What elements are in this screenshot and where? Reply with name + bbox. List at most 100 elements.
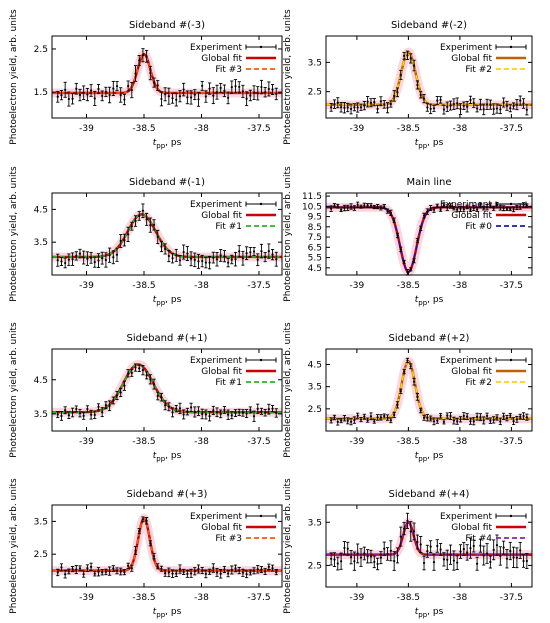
data-point (521, 554, 526, 568)
data-marker (359, 106, 363, 109)
chart-panel-3: Sideband #(-1) -39 -38.5 -38 -37.5 3.5 4.5 tpp,… (9, 166, 286, 307)
data-point (67, 411, 71, 419)
legend-label: Global fit (201, 367, 242, 377)
data-marker (396, 91, 399, 94)
data-point (248, 89, 252, 102)
data-marker (389, 549, 392, 552)
data-point (200, 80, 204, 91)
data-marker (171, 257, 174, 260)
data-point (167, 249, 171, 263)
chart-panel-5: Sideband #(+1) -39 -38.5 -38 -37.5 3.5 4.5 tpp,… (9, 322, 286, 463)
data-point (263, 408, 267, 417)
data-point (455, 97, 459, 110)
data-marker (215, 91, 219, 94)
data-point (70, 252, 75, 266)
data-marker (201, 84, 204, 88)
data-point (492, 205, 496, 211)
x-tick-label: -37.5 (247, 593, 270, 603)
data-marker (349, 205, 353, 208)
data-point (107, 247, 112, 263)
data-marker (56, 413, 59, 416)
data-marker (412, 64, 416, 67)
data-point (409, 267, 413, 272)
data-marker (442, 108, 446, 111)
data-marker (160, 245, 163, 248)
data-point (422, 555, 426, 571)
x-tick-label: -38.5 (132, 124, 155, 134)
data-marker (432, 420, 436, 423)
data-point (230, 565, 234, 575)
data-marker (219, 86, 222, 90)
data-marker (396, 403, 399, 406)
data-point (342, 204, 347, 212)
data-point (452, 550, 456, 571)
data-point (67, 253, 71, 266)
data-marker (515, 418, 518, 421)
data-marker (227, 261, 230, 264)
data-point (78, 565, 82, 572)
data-point (204, 256, 208, 269)
data-point (196, 91, 201, 107)
data-point (133, 65, 138, 82)
data-marker (343, 417, 346, 420)
data-point (419, 225, 423, 231)
data-point (475, 412, 479, 421)
legend-swatch-marker (259, 202, 263, 206)
data-point (137, 211, 141, 221)
data-marker (227, 572, 230, 575)
data-marker (156, 565, 159, 568)
data-marker (223, 89, 226, 92)
data-point (488, 417, 492, 424)
data-point (207, 411, 212, 422)
data-point (156, 229, 160, 245)
data-point (122, 93, 127, 106)
data-point (395, 87, 400, 98)
data-marker (234, 85, 237, 88)
data-marker (67, 258, 70, 261)
data-point (130, 564, 134, 572)
data-marker (189, 572, 193, 575)
data-marker (75, 407, 78, 411)
data-point (356, 201, 360, 209)
data-point (415, 80, 419, 90)
y-axis-label: Photoelectron yield, arb. units (9, 322, 19, 458)
data-marker (502, 546, 505, 549)
data-point (379, 205, 383, 211)
data-point (93, 256, 97, 268)
data-marker (197, 260, 200, 263)
data-marker (119, 93, 122, 97)
data-marker (256, 407, 259, 410)
data-marker (175, 254, 178, 257)
x-tick-label: -38 (194, 593, 209, 603)
data-point (74, 405, 78, 413)
data-marker (492, 548, 495, 551)
data-marker (403, 54, 406, 58)
data-point (409, 53, 413, 64)
data-point (78, 248, 82, 259)
data-point (329, 103, 333, 112)
data-marker (340, 419, 343, 422)
data-marker (149, 224, 152, 227)
data-point (70, 93, 75, 105)
data-marker (436, 204, 439, 208)
data-marker (439, 208, 442, 211)
data-marker (399, 248, 402, 251)
data-marker (267, 408, 270, 411)
data-point (472, 417, 476, 426)
data-marker (509, 414, 512, 417)
data-marker (112, 256, 115, 259)
data-marker (89, 565, 93, 568)
data-marker (175, 572, 178, 575)
data-marker (336, 101, 339, 104)
data-point (167, 87, 171, 105)
data-marker (164, 247, 167, 251)
data-marker (267, 250, 270, 253)
data-marker (264, 411, 267, 414)
data-point (274, 408, 278, 418)
x-tick-label: -38.5 (397, 281, 420, 291)
chart-title: Sideband #(+4) (389, 489, 470, 500)
data-marker (495, 107, 499, 110)
data-marker (119, 570, 122, 573)
data-point (119, 87, 123, 103)
y-tick-label: 3.5 (34, 238, 48, 248)
